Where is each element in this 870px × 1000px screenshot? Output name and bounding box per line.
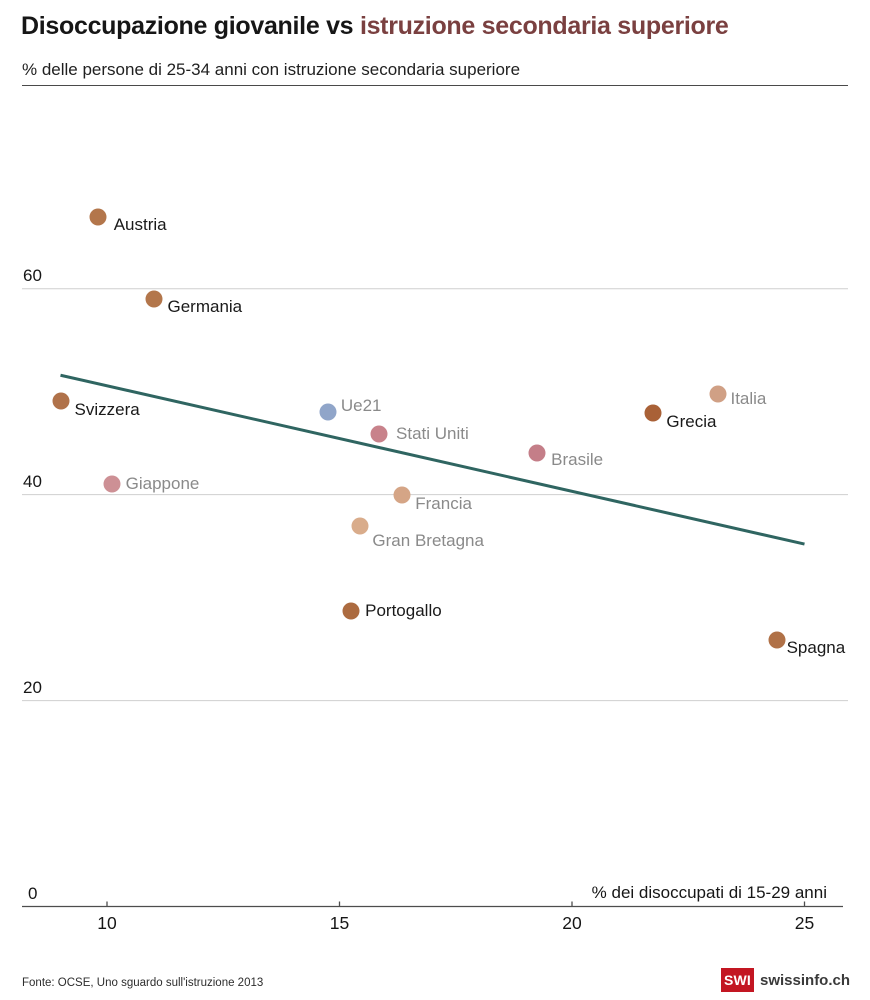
- point-label-germania: Germania: [167, 297, 243, 317]
- point-label-portogallo: Portogallo: [365, 601, 442, 620]
- y-tick-label-0: 0: [28, 883, 38, 903]
- point-label-grecia: Grecia: [666, 412, 717, 432]
- x-axis-title: % dei disoccupati di 15-29 anni: [591, 883, 827, 902]
- data-point-portogallo: [342, 602, 360, 620]
- data-point-austria: [89, 208, 107, 226]
- trend-line: [60, 373, 805, 546]
- point-label-svizzera: Svizzera: [74, 399, 140, 419]
- point-label-gran-bretagna: Gran Bretagna: [372, 530, 484, 550]
- swissinfo-logo-text: swissinfo.ch: [760, 971, 851, 989]
- x-tick-label-20: 20: [562, 912, 582, 933]
- data-point-svizzera: [52, 392, 69, 410]
- y-tick-label-60: 60: [23, 265, 42, 285]
- swissinfo-logo[interactable]: SWI swissinfo.ch: [721, 968, 850, 992]
- point-label-brasile: Brasile: [551, 450, 604, 470]
- data-point-stati-uniti: [370, 425, 388, 443]
- point-label-francia: Francia: [415, 493, 472, 513]
- data-point-spagna: [768, 631, 786, 649]
- y-tick-label-40: 40: [23, 471, 42, 491]
- swi-logo-icon: SWI: [721, 968, 754, 992]
- data-point-italia: [709, 385, 727, 403]
- chart-subtitle-y-axis-label: % delle persone di 25-34 anni con istruz…: [22, 60, 521, 79]
- title-part-accent: istruzione secondaria superiore: [359, 12, 729, 40]
- source-note: Fonte: OCSE, Uno sguardo sull'istruzione…: [22, 977, 264, 989]
- data-point-gran-bretagna: [351, 517, 369, 535]
- x-tick-label-15: 15: [329, 912, 350, 933]
- y-tick-label-20: 20: [23, 677, 42, 697]
- data-point-brasile: [528, 444, 546, 462]
- point-label-ue21: Ue21: [340, 396, 382, 416]
- point-label-stati-uniti: Stati Uniti: [396, 423, 469, 443]
- data-point-germania: [145, 290, 162, 308]
- header-divider: [22, 85, 848, 86]
- point-label-austria: Austria: [113, 214, 167, 234]
- data-point-francia: [393, 486, 411, 504]
- page-title: Disoccupazione giovanile vs istruzione s…: [21, 12, 729, 41]
- data-point-ue21: [319, 403, 337, 421]
- data-point-giappone: [103, 475, 121, 493]
- data-point-grecia: [644, 404, 662, 422]
- x-tick-label-10: 10: [97, 912, 117, 933]
- x-tick-label-25: 25: [794, 912, 815, 933]
- point-label-giappone: Giappone: [125, 474, 200, 494]
- point-label-italia: Italia: [730, 388, 767, 408]
- title-part-dark: Disoccupazione giovanile vs: [21, 12, 360, 40]
- point-label-spagna: Spagna: [786, 637, 846, 657]
